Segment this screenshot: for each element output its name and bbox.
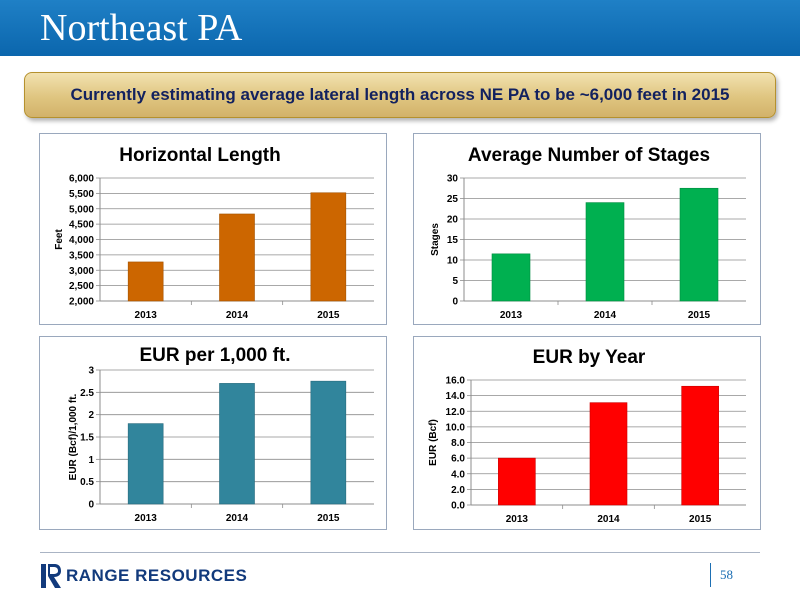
y-tick-label: 15 (447, 235, 459, 246)
y-tick-label: 4,500 (69, 220, 94, 231)
y-tick-label: 8.0 (451, 438, 465, 449)
bar-2015 (310, 380, 347, 505)
bar-2015 (679, 187, 719, 302)
page-title: Northeast PA (40, 7, 243, 49)
x-tick-label: 2014 (226, 310, 249, 321)
y-tick-label: 1.5 (80, 433, 94, 444)
chart-panel-average-stages: Average Number of Stages 0 5 10 15 20 25 30 2013… (413, 133, 761, 325)
y-tick-label: 20 (447, 215, 459, 226)
y-tick-label: 1 (88, 455, 94, 466)
bar-2014 (585, 202, 625, 302)
chart-title: EUR by Year (533, 347, 646, 368)
chart-eur-per-1000ft: EUR per 1,000 ft. 0 0.5 1 1.5 2 2.5 3 2013 2014 20… (68, 345, 374, 524)
logo-text: RANGE RESOURCES (66, 566, 248, 585)
header-bar: Northeast PA (0, 0, 800, 56)
chart-title: EUR per 1,000 ft. (140, 345, 291, 366)
y-tick-label: 10 (447, 256, 459, 267)
bar-2013 (127, 261, 164, 302)
y-axis-label: Feet (54, 229, 65, 250)
chart-horizontal-length: Horizontal Length 2,000 2,500 3,000 3,500 4,0… (54, 145, 374, 321)
y-tick-label: 4,000 (69, 235, 94, 246)
y-tick-label: 2.0 (451, 485, 465, 496)
x-tick-label: 2015 (317, 310, 340, 321)
page-number: 58 (720, 567, 733, 582)
y-tick-label: 6.0 (451, 454, 465, 465)
x-tick-label: 2013 (500, 310, 523, 321)
chart-title: Horizontal Length (119, 145, 280, 166)
x-tick-label: 2015 (317, 513, 340, 524)
x-tick-label: 2015 (689, 514, 712, 525)
page-number-divider (710, 563, 711, 587)
x-tick-label: 2015 (688, 310, 711, 321)
bar-2014 (219, 213, 255, 302)
y-tick-label: 0 (452, 297, 458, 308)
x-tick-label: 2013 (135, 310, 158, 321)
y-axis-label: EUR (Bcf)/1,000 ft. (68, 393, 79, 480)
x-tick-label: 2014 (597, 514, 620, 525)
y-tick-label: 3 (88, 366, 94, 377)
y-tick-label: 12.0 (446, 407, 466, 418)
x-tick-label: 2013 (506, 514, 529, 525)
y-axis-label: Stages (430, 223, 441, 256)
y-tick-label: 5,000 (69, 204, 94, 215)
chart-eur-by-year: EUR by Year 0.0 2.0 4.0 6.0 8.0 10.0 12.0 14.0 16… (428, 347, 746, 525)
y-tick-label: 3,500 (69, 250, 94, 261)
bar-2015 (681, 385, 719, 506)
y-tick-label: 6,000 (69, 174, 94, 185)
y-tick-label: 25 (447, 194, 459, 205)
chart-panel-eur-per-1000ft: EUR per 1,000 ft. 0 0.5 1 1.5 2 2.5 3 2013 2014 20… (39, 336, 387, 530)
y-tick-label: 5,500 (69, 189, 94, 200)
summary-banner: Currently estimating average lateral len… (24, 72, 776, 118)
chart-title: Average Number of Stages (468, 145, 710, 166)
y-tick-label: 0.5 (80, 477, 94, 488)
bar-2013 (127, 423, 164, 505)
y-tick-label: 2 (88, 410, 94, 421)
x-tick-label: 2014 (594, 310, 617, 321)
chart-panel-eur-by-year: EUR by Year 0.0 2.0 4.0 6.0 8.0 10.0 12.0 14.0 16… (413, 336, 761, 530)
y-tick-label: 2,000 (69, 297, 94, 308)
range-resources-r-mark-icon (41, 564, 61, 588)
y-tick-label: 0 (88, 500, 94, 511)
y-tick-label: 16.0 (446, 376, 466, 387)
y-tick-label: 30 (447, 174, 459, 185)
banner-text: Currently estimating average lateral len… (70, 85, 730, 104)
range-resources-logo: RANGE RESOURCES (40, 563, 247, 589)
y-axis-label: EUR (Bcf) (428, 419, 439, 466)
bar-2013 (498, 457, 536, 506)
bar-2013 (491, 253, 531, 302)
chart-average-stages: Average Number of Stages 0 5 10 15 20 25 30 2013… (430, 145, 746, 321)
y-tick-label: 2.5 (80, 388, 94, 399)
y-tick-label: 10.0 (446, 422, 466, 433)
y-tick-label: 14.0 (446, 391, 466, 402)
bar-2015 (310, 192, 347, 302)
y-tick-label: 2,500 (69, 281, 94, 292)
y-tick-label: 5 (452, 276, 458, 287)
y-tick-label: 3,000 (69, 266, 94, 277)
x-tick-label: 2014 (226, 513, 249, 524)
y-tick-label: 4.0 (451, 469, 465, 480)
chart-panel-horizontal-length: Horizontal Length 2,000 2,500 3,000 3,500 4,0… (39, 133, 387, 325)
footer-divider (40, 552, 760, 553)
x-tick-label: 2013 (135, 513, 158, 524)
y-tick-label: 0.0 (451, 501, 465, 512)
bar-2014 (219, 383, 255, 505)
bar-2014 (589, 402, 628, 506)
